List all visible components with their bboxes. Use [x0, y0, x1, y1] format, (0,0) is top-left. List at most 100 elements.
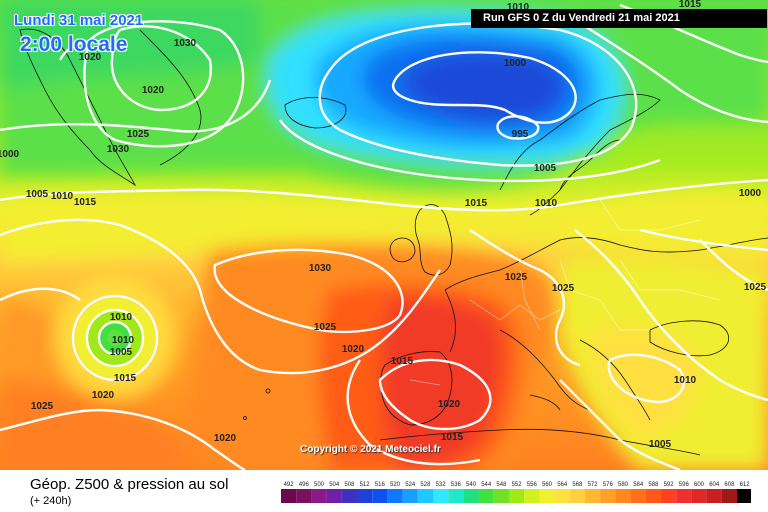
- isobar-label: 1030: [174, 38, 197, 49]
- isobar-label: 1025: [552, 283, 575, 294]
- run-info-text: Run GFS 0 Z du Vendredi 21 mai 2021: [483, 12, 680, 24]
- isobar-label: 1030: [107, 144, 130, 155]
- isobar-label: 1010: [507, 2, 530, 13]
- legend-swatch: [615, 489, 631, 503]
- isobar-label: 1010: [51, 191, 74, 202]
- legend-value: 592: [664, 482, 675, 488]
- legend-value: 572: [588, 482, 599, 488]
- isobar-label: 1010: [674, 375, 697, 386]
- isobar-label: 1020: [142, 85, 165, 96]
- legend-value: 564: [557, 482, 568, 488]
- legend-value: 612: [740, 482, 751, 488]
- isobar-label: 1000: [739, 188, 762, 199]
- color-legend: 492 496 500 504 508 512 516 520 524 528 532 536 540 5…: [281, 478, 753, 511]
- legend-swatch: [357, 489, 373, 503]
- legend-swatch: [281, 489, 297, 503]
- legend-swatch: [433, 489, 449, 503]
- isobar-label: 1025: [314, 322, 337, 333]
- isobar-label: 1015: [679, 0, 702, 10]
- isobar-label: 1015: [441, 432, 464, 443]
- isobar-label: 1010: [112, 335, 135, 346]
- legend-swatch: [524, 489, 540, 503]
- legend-value: 600: [694, 482, 705, 488]
- isobars: [0, 3, 768, 470]
- isobar-label: 1010: [535, 198, 558, 209]
- lead-time: (+ 240h): [30, 495, 72, 507]
- isobar-label: 1015: [465, 198, 488, 209]
- legend-value: 560: [542, 482, 553, 488]
- legend-swatch: [296, 489, 312, 503]
- legend-swatch: [585, 489, 601, 503]
- legend-value: 548: [496, 482, 507, 488]
- isobar-label: 1005: [110, 347, 133, 358]
- legend-value: 568: [572, 482, 583, 488]
- valid-date: Lundi 31 mai 2021: [14, 12, 144, 29]
- legend-swatch: [661, 489, 677, 503]
- legend-value: 492: [284, 482, 295, 488]
- product-title: Géop. Z500 & pression au sol: [30, 476, 229, 493]
- legend-value: 504: [329, 482, 340, 488]
- z500-color-field: [0, 0, 768, 470]
- valid-time: 2:00 locale: [20, 33, 128, 56]
- legend-swatch: [645, 489, 661, 503]
- isobar-label: 1025: [505, 272, 528, 283]
- legend-value: 532: [436, 482, 447, 488]
- isobar-label: 1020: [438, 399, 461, 410]
- isobar-label: 1010: [110, 312, 133, 323]
- legend-swatch: [630, 489, 646, 503]
- legend-value: 576: [603, 482, 614, 488]
- legend-swatch: [676, 489, 692, 503]
- legend-value: 496: [299, 482, 310, 488]
- isobar-label: 1005: [26, 189, 49, 200]
- legend-value: 536: [451, 482, 462, 488]
- legend-value: 608: [724, 482, 735, 488]
- isobar-label: 1020: [92, 390, 115, 401]
- legend-value: 500: [314, 482, 325, 488]
- isobar-label: 1025: [744, 282, 767, 293]
- legend-swatch: [372, 489, 388, 503]
- legend-swatch: [554, 489, 570, 503]
- run-info-box: Run GFS 0 Z du Vendredi 21 mai 2021: [471, 9, 767, 28]
- isobar-label: 1020: [79, 52, 102, 63]
- isobar-label: 1020: [214, 433, 237, 444]
- isobar-label: 1025: [31, 401, 54, 412]
- country-borders: [409, 199, 721, 386]
- legend-value: 524: [405, 482, 416, 488]
- legend-value: 604: [709, 482, 720, 488]
- legend-swatch: [463, 489, 479, 503]
- isobar-label: 1015: [114, 373, 137, 384]
- legend-swatch: [493, 489, 509, 503]
- legend-value: 596: [679, 482, 690, 488]
- legend-value: 540: [466, 482, 477, 488]
- isobar-label: 1015: [391, 356, 414, 367]
- legend-swatch: [706, 489, 722, 503]
- legend-value: 584: [633, 482, 644, 488]
- legend-swatch: [448, 489, 464, 503]
- isobar-labels: 1010101510301020100010209951025103010001…: [0, 0, 767, 450]
- legend-value: 516: [375, 482, 386, 488]
- legend-swatch: [341, 489, 357, 503]
- isobar-label: 1020: [342, 344, 365, 355]
- legend-swatch: [600, 489, 616, 503]
- isobar-label: 1030: [309, 263, 332, 274]
- legend-value: 512: [360, 482, 371, 488]
- legend-swatch: [326, 489, 342, 503]
- legend-swatch: [737, 489, 753, 503]
- legend-value: 508: [344, 482, 355, 488]
- legend-value: 520: [390, 482, 401, 488]
- weather-map: 1010101510301020100010209951025103010001…: [0, 0, 768, 470]
- legend-value: 544: [481, 482, 492, 488]
- legend-swatch: [478, 489, 494, 503]
- legend-swatch: [402, 489, 418, 503]
- isobar-label: 1000: [504, 58, 527, 69]
- legend-swatch: [691, 489, 707, 503]
- isobar-label: 1025: [127, 129, 150, 140]
- copyright: Copyright © 2021 Meteociel.fr: [300, 444, 441, 455]
- legend-value: 580: [618, 482, 629, 488]
- legend-value: 556: [527, 482, 538, 488]
- legend-swatch: [417, 489, 433, 503]
- legend-swatch: [387, 489, 403, 503]
- isobar-label: 1005: [649, 439, 672, 450]
- legend-swatch: [569, 489, 585, 503]
- legend-swatch: [539, 489, 555, 503]
